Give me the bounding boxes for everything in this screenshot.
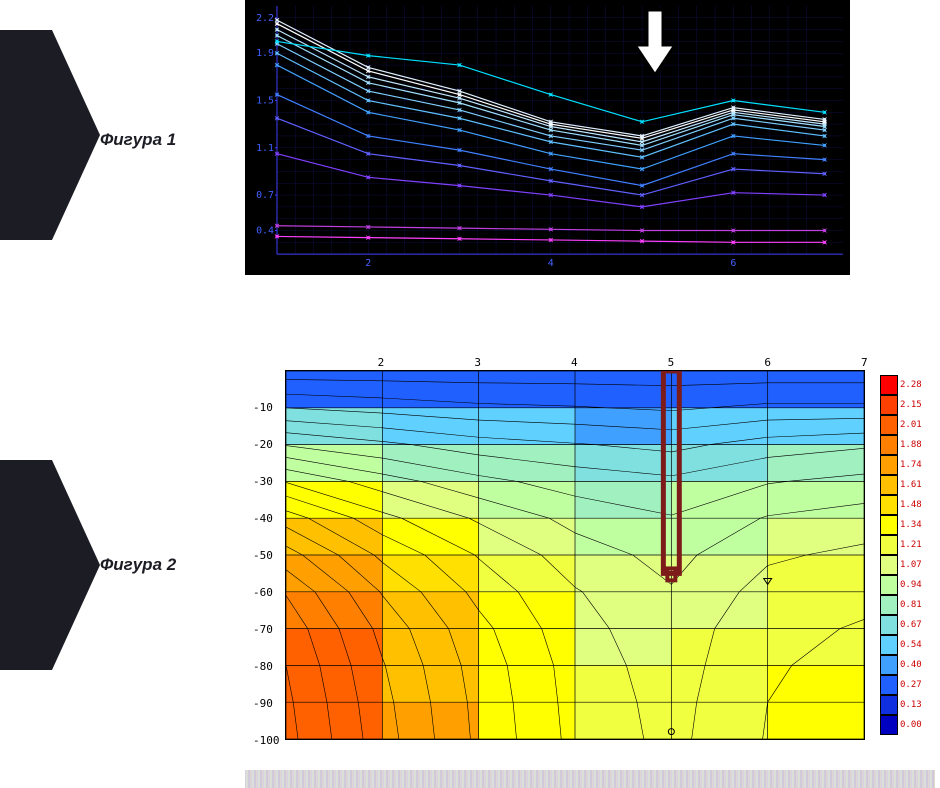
legend-value: 0.13 [900, 700, 922, 710]
legend-row: 2.28 [880, 375, 935, 395]
legend-value: 1.07 [900, 560, 922, 570]
legend-swatch [880, 435, 898, 455]
legend-value: 0.81 [900, 600, 922, 610]
figure-2-chart: 2 3 4 5 6 7 -10 -20 -30 -40 -50 -60 -70 -80 -90 -100 2… [245, 350, 935, 750]
legend-swatch [880, 395, 898, 415]
down-arrow-icon [630, 5, 680, 80]
contour-svg [286, 371, 864, 739]
legend-swatch [880, 715, 898, 735]
figure-2-label: Фигура 2 [100, 555, 176, 575]
y-tick-label: -80 [253, 660, 273, 673]
legend-value: 2.15 [900, 400, 922, 410]
pointer-shape-2 [0, 460, 100, 670]
x-tick-label: 6 [764, 356, 771, 369]
svg-text:0.7: 0.7 [256, 190, 274, 201]
legend-swatch [880, 495, 898, 515]
legend-row: 0.81 [880, 595, 935, 615]
legend-swatch [880, 375, 898, 395]
x-tick-label: 5 [668, 356, 675, 369]
svg-text:6: 6 [730, 258, 736, 269]
legend-value: 1.74 [900, 460, 922, 470]
svg-text:2.2: 2.2 [256, 13, 274, 24]
y-tick-label: -40 [253, 512, 273, 525]
legend-swatch [880, 675, 898, 695]
legend-row: 1.74 [880, 455, 935, 475]
y-tick-label: -60 [253, 586, 273, 599]
legend-swatch [880, 535, 898, 555]
legend-swatch [880, 615, 898, 635]
y-tick-label: -20 [253, 438, 273, 451]
legend-swatch [880, 635, 898, 655]
legend-row: 0.94 [880, 575, 935, 595]
legend-swatch [880, 595, 898, 615]
legend-row: 0.13 [880, 695, 935, 715]
x-tick-label: 3 [474, 356, 481, 369]
legend-row: 2.01 [880, 415, 935, 435]
y-tick-label: -70 [253, 623, 273, 636]
legend-value: 1.61 [900, 480, 922, 490]
legend-swatch [880, 655, 898, 675]
line-chart-svg: 2 4 6 0.4 0.7 1.1 1.5 1.9 2.2 [246, 1, 849, 274]
svg-text:4: 4 [548, 258, 554, 269]
legend-value: 1.21 [900, 540, 922, 550]
legend-row: 0.67 [880, 615, 935, 635]
legend-swatch [880, 695, 898, 715]
legend-row: 1.48 [880, 495, 935, 515]
legend-swatch [880, 515, 898, 535]
y-tick-label: -90 [253, 697, 273, 710]
legend-swatch [880, 575, 898, 595]
legend-value: 1.34 [900, 520, 922, 530]
y-tick-label: -50 [253, 549, 273, 562]
legend-swatch [880, 455, 898, 475]
y-tick-label: -30 [253, 475, 273, 488]
legend-swatch [880, 555, 898, 575]
svg-text:2: 2 [365, 258, 371, 269]
y-tick-label: -100 [253, 734, 280, 747]
svg-text:1.9: 1.9 [256, 48, 274, 59]
legend-value: 0.54 [900, 640, 922, 650]
legend-row: 0.00 [880, 715, 935, 735]
legend-row: 2.15 [880, 395, 935, 415]
svg-text:0.4: 0.4 [256, 225, 274, 236]
color-legend: 2.28 2.15 2.01 1.88 1.74 1.61 1.48 1.34 1.21 1.07… [880, 375, 935, 735]
legend-row: 1.34 [880, 515, 935, 535]
legend-row: 0.40 [880, 655, 935, 675]
legend-value: 0.40 [900, 660, 922, 670]
x-tick-label: 7 [861, 356, 868, 369]
legend-row: 1.88 [880, 435, 935, 455]
legend-value: 1.48 [900, 500, 922, 510]
svg-text:1.5: 1.5 [256, 95, 274, 106]
noise-strip [245, 770, 935, 788]
contour-plot [285, 370, 865, 740]
x-tick-label: 4 [571, 356, 578, 369]
legend-value: 2.28 [900, 380, 922, 390]
legend-row: 0.27 [880, 675, 935, 695]
legend-swatch [880, 415, 898, 435]
legend-row: 1.21 [880, 535, 935, 555]
legend-swatch [880, 475, 898, 495]
legend-value: 0.27 [900, 680, 922, 690]
legend-value: 0.94 [900, 580, 922, 590]
legend-row: 1.61 [880, 475, 935, 495]
legend-value: 1.88 [900, 440, 922, 450]
legend-row: 0.54 [880, 635, 935, 655]
legend-value: 0.00 [900, 720, 922, 730]
y-tick-label: -10 [253, 401, 273, 414]
legend-value: 0.67 [900, 620, 922, 630]
svg-text:1.1: 1.1 [256, 143, 274, 154]
pointer-shape-1 [0, 30, 100, 240]
legend-value: 2.01 [900, 420, 922, 430]
x-tick-label: 2 [378, 356, 385, 369]
figure-1-chart: 2 4 6 0.4 0.7 1.1 1.5 1.9 2.2 [245, 0, 850, 275]
legend-row: 1.07 [880, 555, 935, 575]
figure-1-label: Фигура 1 [100, 130, 176, 150]
